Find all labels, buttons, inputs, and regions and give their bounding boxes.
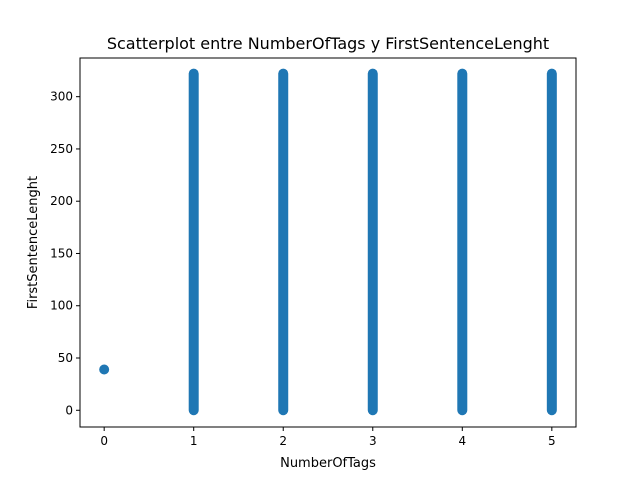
y-tick-label-200: 200 xyxy=(50,194,73,208)
point-column-x2 xyxy=(278,68,289,416)
data-point-0 xyxy=(99,364,110,375)
x-tick-label-2: 2 xyxy=(279,434,287,448)
x-axis: 0 1 2 3 4 5 xyxy=(100,427,556,448)
y-axis-label: FirstSentenceLenght xyxy=(26,176,41,309)
y-tick-label-50: 50 xyxy=(58,351,73,365)
y-tick-label-300: 300 xyxy=(50,90,73,104)
y-tick-label-250: 250 xyxy=(50,142,73,156)
point-column-x5 xyxy=(546,68,557,416)
point-column-x1 xyxy=(188,68,199,416)
y-tick-label-0: 0 xyxy=(65,403,73,417)
chart-title: Scatterplot entre NumberOfTags y FirstSe… xyxy=(107,34,549,53)
x-tick-label-4: 4 xyxy=(458,434,466,448)
x-tick-label-3: 3 xyxy=(369,434,377,448)
y-tick-label-150: 150 xyxy=(50,246,73,260)
y-tick-label-100: 100 xyxy=(50,299,73,313)
y-axis: 0 50 100 150 200 250 300 xyxy=(50,90,80,417)
plot-area xyxy=(99,68,557,416)
x-axis-label: NumberOfTags xyxy=(280,456,376,471)
point-column-x3 xyxy=(367,68,378,416)
axes-frame xyxy=(79,57,577,428)
x-tick-label-5: 5 xyxy=(548,434,556,448)
point-column-x4 xyxy=(457,68,468,416)
x-tick-label-1: 1 xyxy=(190,434,198,448)
x-tick-label-0: 0 xyxy=(100,434,108,448)
